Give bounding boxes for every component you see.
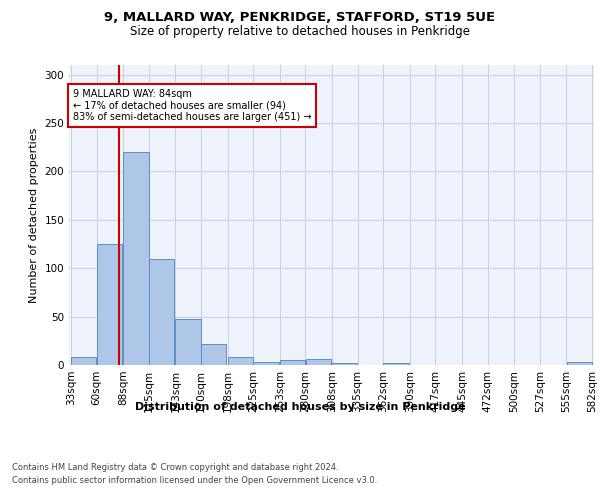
Bar bbox=[97, 244, 122, 365]
Text: Size of property relative to detached houses in Penkridge: Size of property relative to detached ho… bbox=[130, 25, 470, 38]
Text: Contains public sector information licensed under the Open Government Licence v3: Contains public sector information licen… bbox=[12, 476, 377, 485]
Bar bbox=[253, 362, 278, 365]
Text: Contains HM Land Registry data © Crown copyright and database right 2024.: Contains HM Land Registry data © Crown c… bbox=[12, 462, 338, 471]
Bar bbox=[383, 363, 409, 365]
Bar bbox=[332, 363, 358, 365]
Bar bbox=[280, 360, 305, 365]
Bar bbox=[566, 362, 592, 365]
Text: 9 MALLARD WAY: 84sqm
← 17% of detached houses are smaller (94)
83% of semi-detac: 9 MALLARD WAY: 84sqm ← 17% of detached h… bbox=[73, 89, 311, 122]
Text: 9, MALLARD WAY, PENKRIDGE, STAFFORD, ST19 5UE: 9, MALLARD WAY, PENKRIDGE, STAFFORD, ST1… bbox=[104, 11, 496, 24]
Bar bbox=[227, 358, 253, 365]
Bar bbox=[71, 358, 97, 365]
Text: Distribution of detached houses by size in Penkridge: Distribution of detached houses by size … bbox=[134, 402, 466, 412]
Bar bbox=[149, 258, 174, 365]
Bar bbox=[201, 344, 226, 365]
Bar bbox=[305, 359, 331, 365]
Bar bbox=[123, 152, 149, 365]
Bar bbox=[175, 318, 201, 365]
Y-axis label: Number of detached properties: Number of detached properties bbox=[29, 128, 39, 302]
